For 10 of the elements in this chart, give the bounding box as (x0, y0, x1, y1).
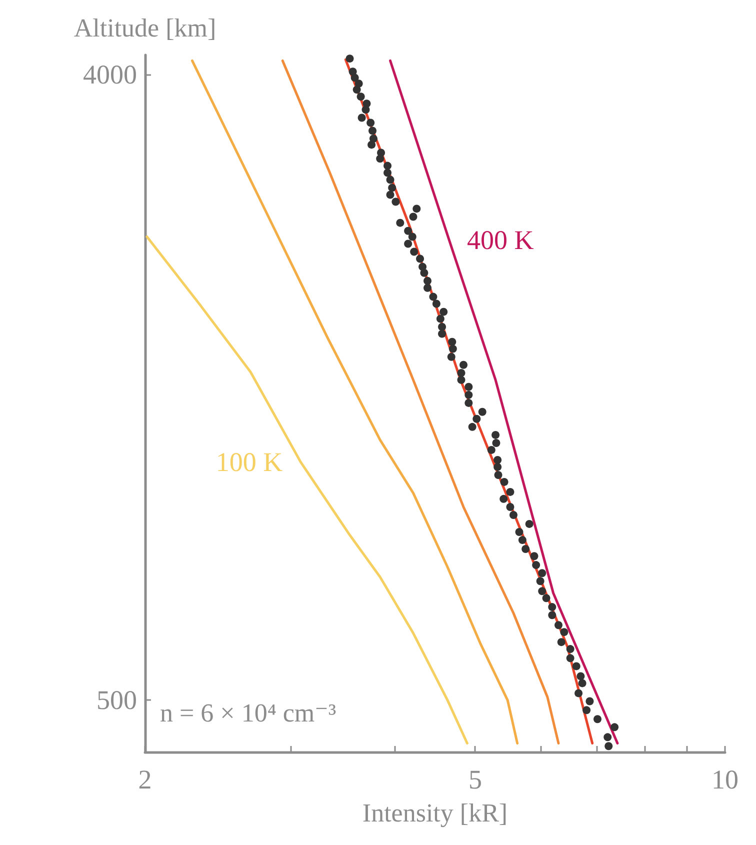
annotation: n = 6 × 10⁴ cm⁻³ (160, 698, 336, 728)
series-label: 400 K (467, 224, 534, 255)
x-tick-label: 10 (712, 764, 738, 794)
x-tick-label: 2 (138, 764, 152, 794)
y-tick-label: 4000 (83, 60, 137, 90)
x-tick-label: 5 (468, 764, 482, 794)
x-axis-title: Intensity [kR] (362, 798, 508, 828)
series-label: 100 K (216, 446, 284, 477)
y-tick-label: 500 (96, 685, 137, 716)
y-axis-title: Altitude [km] (74, 14, 216, 42)
